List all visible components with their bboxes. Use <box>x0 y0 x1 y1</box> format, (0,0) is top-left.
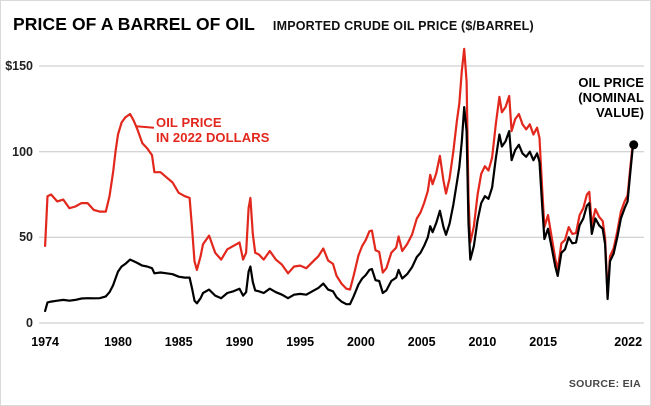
annotation-real-series: OIL PRICE IN 2022 DOLLARS <box>156 115 269 145</box>
y-tick-label: $150 <box>1 58 33 74</box>
x-tick-label: 1974 <box>31 335 59 349</box>
x-tick-label: 2010 <box>468 335 497 349</box>
annotation-nominal-line3: VALUE) <box>595 105 644 120</box>
y-tick-label: 0 <box>1 315 33 331</box>
x-tick-label: 2005 <box>407 335 436 349</box>
chart-title: PRICE OF A BARREL OF OIL <box>13 14 255 34</box>
x-tick-label: 2015 <box>529 335 558 349</box>
chart-subtitle: IMPORTED CRUDE OIL PRICE ($/BARREL) <box>272 19 534 33</box>
chart-header: PRICE OF A BARREL OF OIL IMPORTED CRUDE … <box>13 14 534 35</box>
annotation-nominal-line2: (NOMINAL <box>578 90 644 105</box>
x-tick-label: 1985 <box>164 335 193 349</box>
annotation-real-line2: IN 2022 DOLLARS <box>156 130 270 145</box>
annotation-nominal-series: OIL PRICE (NOMINAL VALUE) <box>578 75 644 120</box>
x-tick-label: 1990 <box>225 335 254 349</box>
source-label: SOURCE: EIA <box>568 378 641 390</box>
series-line-nominal <box>43 105 635 313</box>
y-tick-label: 50 <box>1 229 33 246</box>
y-tick-label: 100 <box>1 143 33 160</box>
end-point-marker <box>629 140 639 150</box>
x-tick-label: 1995 <box>286 335 315 349</box>
x-tick-label: 2000 <box>346 335 375 349</box>
series-line-real-2022-dollars <box>43 47 635 297</box>
x-tick-label: 2022 <box>614 335 643 349</box>
annotation-real-line1: OIL PRICE <box>156 115 222 130</box>
x-tick-label: 1980 <box>104 335 132 349</box>
annotation-nominal-line1: OIL PRICE <box>578 75 644 90</box>
